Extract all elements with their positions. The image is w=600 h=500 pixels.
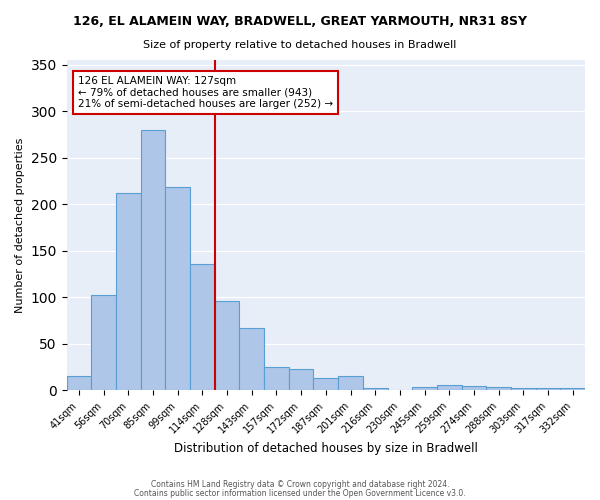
Bar	[289, 369, 313, 390]
Bar	[536, 388, 560, 390]
Bar	[67, 376, 91, 390]
Bar	[511, 388, 536, 390]
Bar	[91, 294, 116, 390]
Bar	[215, 301, 239, 390]
Bar	[486, 386, 511, 390]
X-axis label: Distribution of detached houses by size in Bradwell: Distribution of detached houses by size …	[174, 442, 478, 455]
Text: Contains HM Land Registry data © Crown copyright and database right 2024.: Contains HM Land Registry data © Crown c…	[151, 480, 449, 489]
Text: Contains public sector information licensed under the Open Government Licence v3: Contains public sector information licen…	[134, 488, 466, 498]
Bar	[338, 376, 363, 390]
Bar	[239, 328, 264, 390]
Bar	[313, 378, 338, 390]
Bar	[190, 264, 215, 390]
Bar	[560, 388, 585, 390]
Text: Size of property relative to detached houses in Bradwell: Size of property relative to detached ho…	[143, 40, 457, 50]
Text: 126, EL ALAMEIN WAY, BRADWELL, GREAT YARMOUTH, NR31 8SY: 126, EL ALAMEIN WAY, BRADWELL, GREAT YAR…	[73, 15, 527, 28]
Bar	[166, 186, 190, 390]
Y-axis label: Number of detached properties: Number of detached properties	[15, 138, 25, 313]
Bar	[461, 386, 486, 390]
Bar	[437, 385, 461, 390]
Bar	[264, 367, 289, 390]
Bar	[412, 386, 437, 390]
Bar	[141, 130, 166, 390]
Text: 126 EL ALAMEIN WAY: 127sqm
← 79% of detached houses are smaller (943)
21% of sem: 126 EL ALAMEIN WAY: 127sqm ← 79% of deta…	[78, 76, 333, 109]
Bar	[363, 388, 388, 390]
Bar	[116, 193, 141, 390]
